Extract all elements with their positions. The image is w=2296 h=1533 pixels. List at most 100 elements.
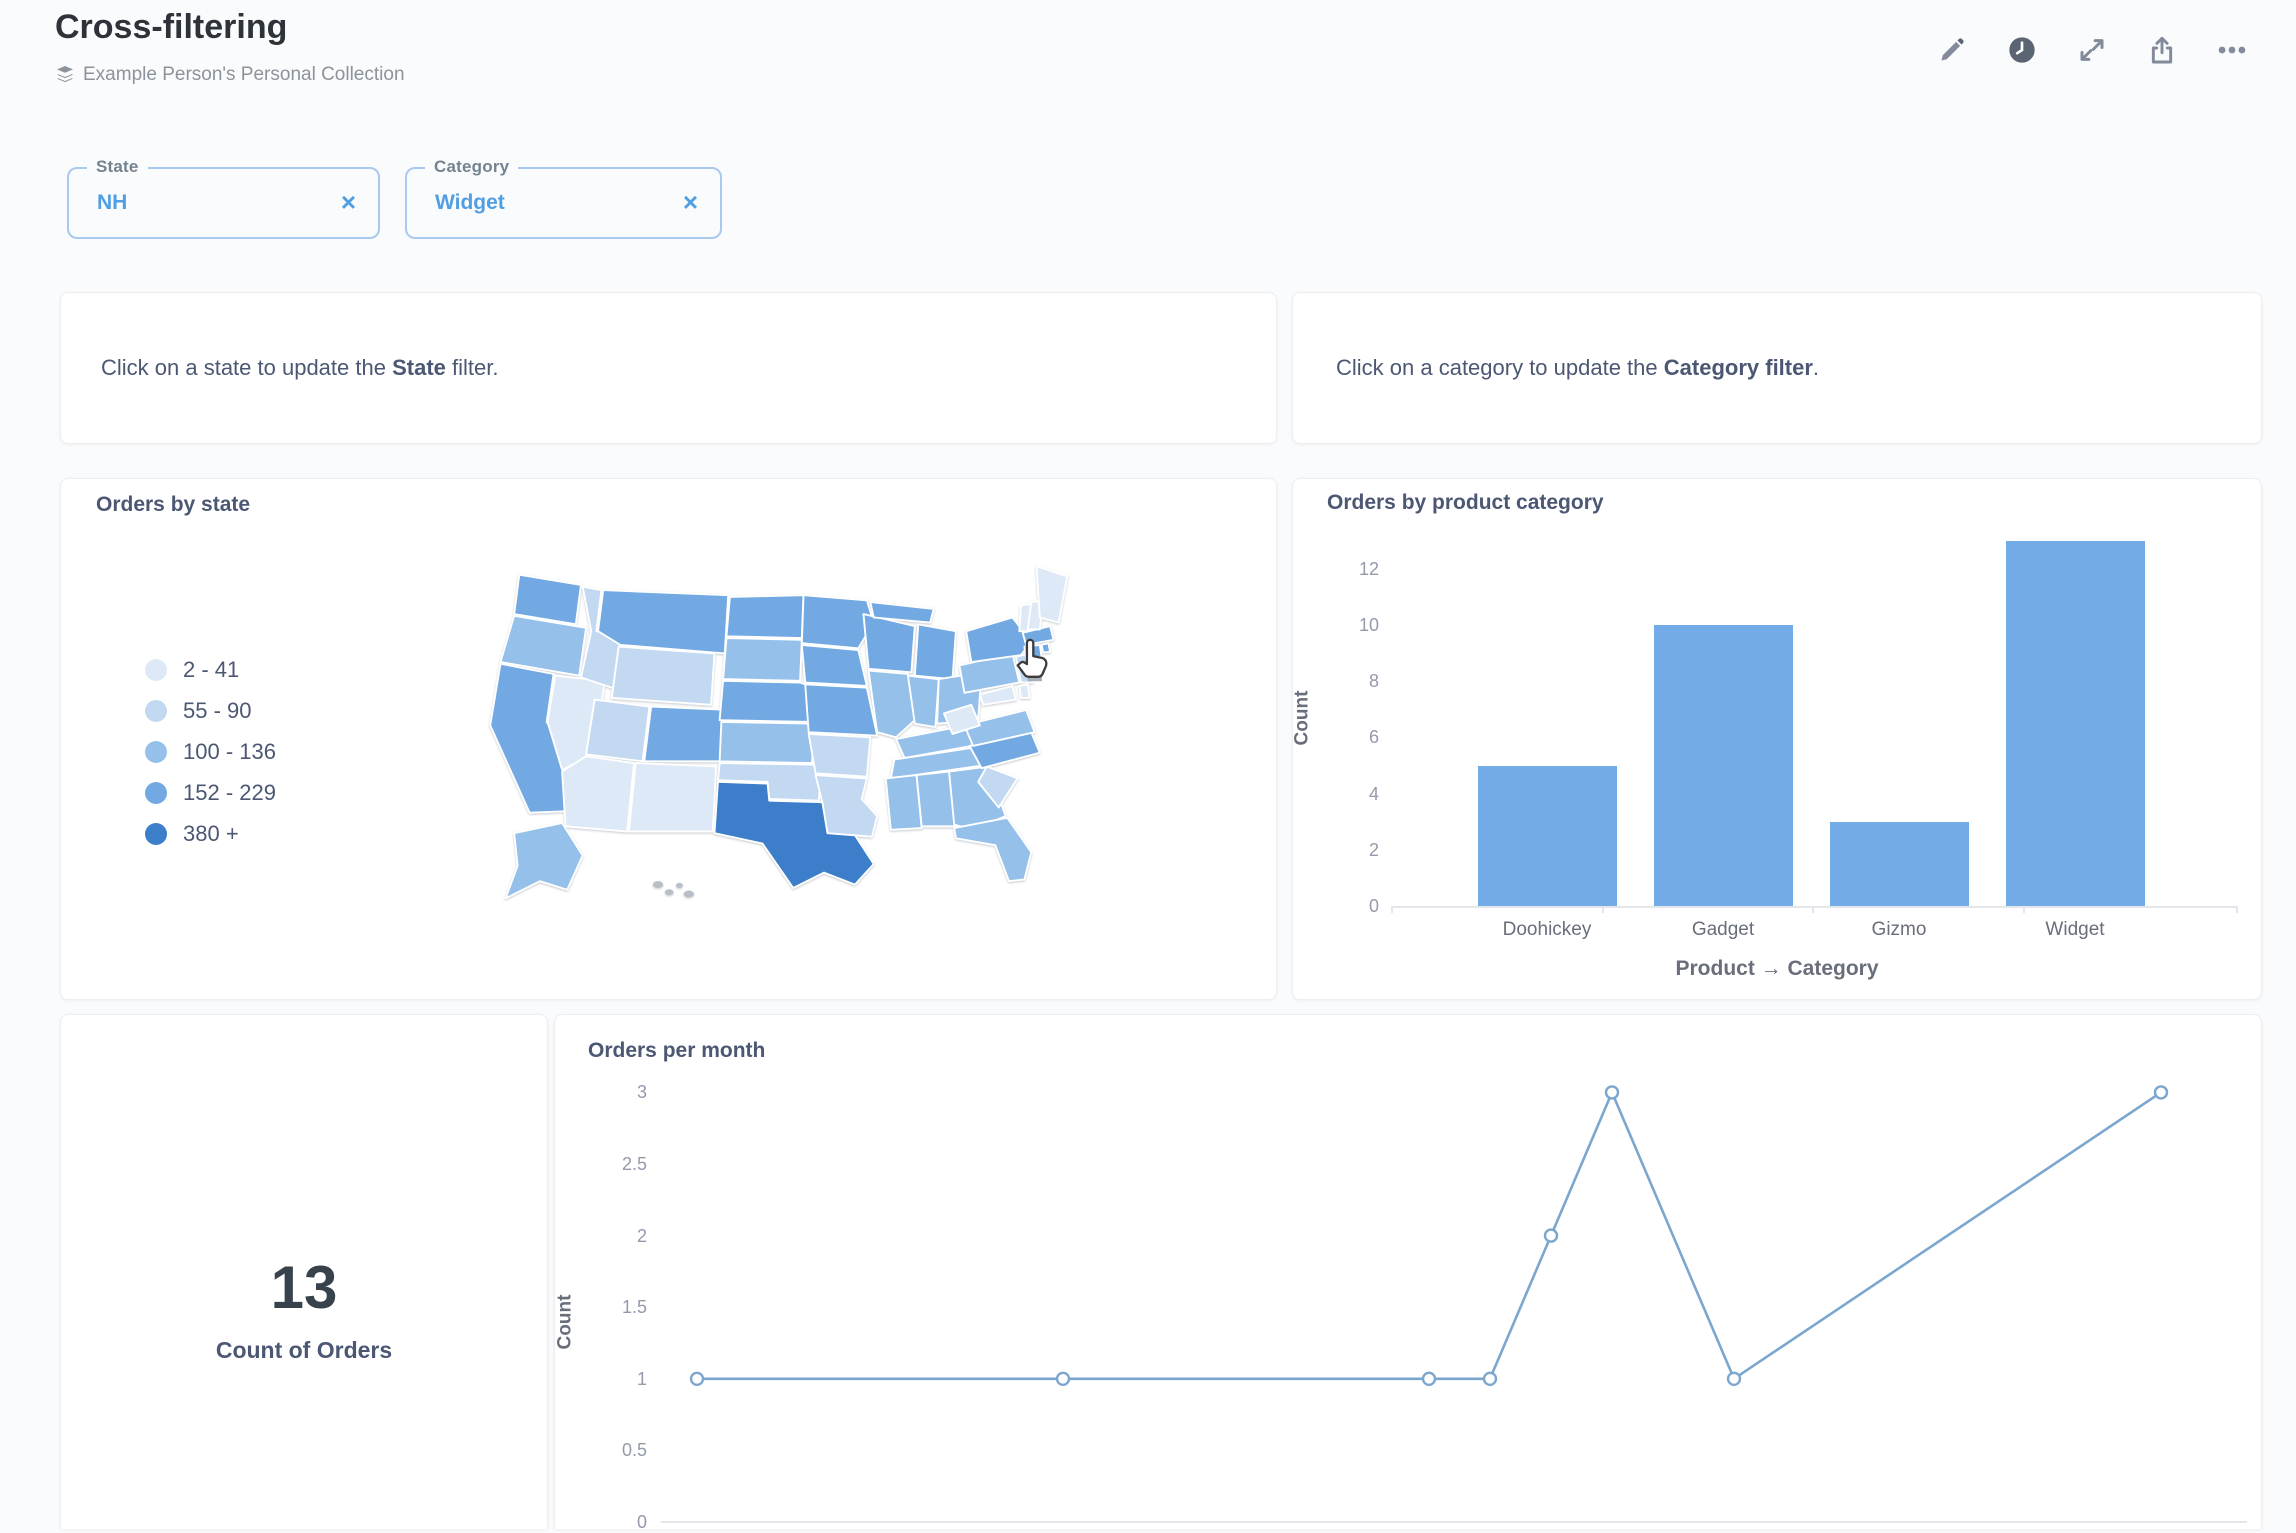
ellipsis-icon bbox=[2215, 33, 2249, 67]
map-state-WV[interactable] bbox=[942, 703, 981, 735]
line-point-5[interactable] bbox=[1604, 1085, 1620, 1100]
filter-category-clear-icon[interactable]: × bbox=[682, 187, 698, 217]
map-state-LA[interactable] bbox=[814, 774, 879, 838]
map-state-AK[interactable] bbox=[504, 822, 584, 900]
bar-chart-plot: 0 2 4 6 8 10 12 Doohickey Gadget Gizmo Widget bbox=[1293, 479, 2261, 999]
bar-x-axis-tick-1 bbox=[1601, 906, 1604, 913]
map-state-RI[interactable] bbox=[1040, 642, 1052, 654]
revision-history-button[interactable] bbox=[2002, 30, 2042, 70]
map-state-WY[interactable] bbox=[610, 645, 716, 706]
page-title: Cross-filtering bbox=[55, 8, 288, 46]
bar-doohickey[interactable] bbox=[1477, 765, 1617, 906]
orders-by-state-card: Orders by state 2 - 41 55 - 90 100 - 136 15… bbox=[60, 478, 1277, 1000]
orders-by-category-card: Orders by product category Count 0 2 4 6 8 10… bbox=[1291, 478, 2262, 1000]
legend-label: 380 + bbox=[183, 821, 239, 846]
fullscreen-button[interactable] bbox=[2072, 30, 2112, 70]
bar-x-axis-tick-0 bbox=[1391, 906, 1393, 913]
filter-state-value[interactable]: NH bbox=[97, 191, 128, 214]
line-point-6[interactable] bbox=[1726, 1371, 1742, 1386]
map-state-MI[interactable] bbox=[913, 623, 957, 681]
map-state-DE[interactable] bbox=[1018, 683, 1031, 699]
filter-state-clear-icon[interactable]: × bbox=[340, 187, 356, 217]
mouse-cursor-hand-icon bbox=[1013, 637, 1055, 683]
map-state-UT[interactable] bbox=[585, 698, 651, 763]
text-card-state: Click on a state to update the State fil… bbox=[60, 292, 1277, 444]
legend-item-4: 380 + bbox=[145, 821, 276, 847]
legend-dot-icon bbox=[145, 659, 167, 681]
bar-x-axis-tick-3 bbox=[2022, 906, 2025, 913]
bar-ytick-8: 8 bbox=[1368, 671, 1379, 692]
filter-category[interactable]: Category Widget × bbox=[405, 157, 722, 239]
sharing-button[interactable] bbox=[2142, 30, 2182, 70]
map-state-WI[interactable] bbox=[862, 613, 916, 674]
map-state-SC[interactable] bbox=[977, 765, 1019, 809]
filter-state-label: State bbox=[87, 157, 148, 177]
collection-layers-icon bbox=[55, 65, 75, 85]
map-state-IL[interactable] bbox=[867, 669, 916, 739]
map-state-VA[interactable] bbox=[963, 709, 1036, 747]
line-point-4[interactable] bbox=[1543, 1228, 1559, 1243]
bar-ytick-12: 12 bbox=[1358, 558, 1379, 579]
map-state-ND[interactable] bbox=[725, 594, 805, 639]
line-point-0[interactable] bbox=[689, 1371, 705, 1386]
scalar-label: Count of Orders bbox=[215, 1337, 393, 1363]
legend-dot-icon bbox=[145, 700, 167, 722]
line-ytick-0.5: 0.5 bbox=[621, 1440, 647, 1461]
legend-label: 55 - 90 bbox=[183, 698, 252, 723]
map-state-NM[interactable] bbox=[627, 762, 718, 833]
more-options-button[interactable] bbox=[2212, 30, 2252, 70]
header-actions bbox=[1932, 30, 2252, 70]
collection-breadcrumb[interactable]: Example Person's Personal Collection bbox=[55, 64, 405, 86]
legend-dot-icon bbox=[145, 823, 167, 845]
bar-gadget[interactable] bbox=[1653, 625, 1793, 906]
bar-category-label-gadget: Gadget bbox=[1691, 919, 1755, 940]
map-state-MIUP[interactable] bbox=[869, 601, 935, 624]
map-state-WA[interactable] bbox=[513, 573, 582, 626]
legend-item-2: 100 - 136 bbox=[145, 739, 276, 765]
us-choropleth-map[interactable] bbox=[466, 549, 1070, 900]
map-state-MS[interactable] bbox=[884, 774, 923, 831]
line-point-2[interactable] bbox=[1421, 1371, 1437, 1386]
map-state-HI-1[interactable] bbox=[664, 889, 674, 896]
map-state-CO[interactable] bbox=[643, 705, 731, 763]
map-state-SD[interactable] bbox=[722, 637, 803, 682]
line-point-3[interactable] bbox=[1482, 1371, 1498, 1386]
filter-state[interactable]: State NH × bbox=[67, 157, 380, 239]
bar-x-axis-label: Product → Category bbox=[1675, 957, 1879, 980]
map-state-FL[interactable] bbox=[953, 816, 1033, 883]
map-state-AZ[interactable] bbox=[561, 755, 635, 833]
map-state-MT[interactable] bbox=[597, 589, 730, 655]
orders-per-month-card: Orders per month Count 0 0.5 1 1.5 2 2.5 3 bbox=[554, 1014, 2262, 1532]
map-state-HI-0[interactable] bbox=[652, 881, 664, 889]
bar-widget[interactable] bbox=[2005, 540, 2145, 906]
map-state-AL[interactable] bbox=[915, 770, 957, 828]
line-point-1[interactable] bbox=[1055, 1371, 1071, 1386]
filter-category-value[interactable]: Widget bbox=[435, 191, 505, 214]
edit-dashboard-button[interactable] bbox=[1932, 30, 1972, 70]
legend-dot-icon bbox=[145, 782, 167, 804]
legend-item-3: 152 - 229 bbox=[145, 780, 276, 806]
bar-gizmo[interactable] bbox=[1829, 821, 1969, 906]
map-state-HI-2[interactable] bbox=[675, 882, 683, 889]
line-ytick-1.5: 1.5 bbox=[621, 1297, 647, 1318]
scalar-value: 13 bbox=[270, 1254, 338, 1321]
legend-item-0: 2 - 41 bbox=[145, 657, 276, 683]
legend-label: 2 - 41 bbox=[183, 657, 240, 682]
map-state-IA[interactable] bbox=[800, 643, 868, 687]
map-state-MO[interactable] bbox=[804, 683, 879, 737]
map-state-NE[interactable] bbox=[718, 679, 817, 723]
map-state-MD[interactable] bbox=[978, 685, 1017, 706]
line-point-7[interactable] bbox=[2153, 1085, 2169, 1100]
map-state-OR[interactable] bbox=[499, 614, 588, 677]
map-state-KS[interactable] bbox=[718, 720, 815, 764]
orders-per-month-title: Orders per month bbox=[588, 1039, 766, 1062]
bar-category-label-widget: Widget bbox=[2045, 919, 2105, 940]
line-ytick-1: 1 bbox=[636, 1368, 647, 1389]
map-state-MN[interactable] bbox=[800, 594, 875, 650]
map-state-ME[interactable] bbox=[1035, 565, 1069, 624]
map-state-IN[interactable] bbox=[907, 674, 940, 729]
map-state-HI-3[interactable] bbox=[683, 890, 694, 898]
bar-ytick-4: 4 bbox=[1368, 783, 1379, 804]
map-state-AR[interactable] bbox=[807, 732, 872, 778]
